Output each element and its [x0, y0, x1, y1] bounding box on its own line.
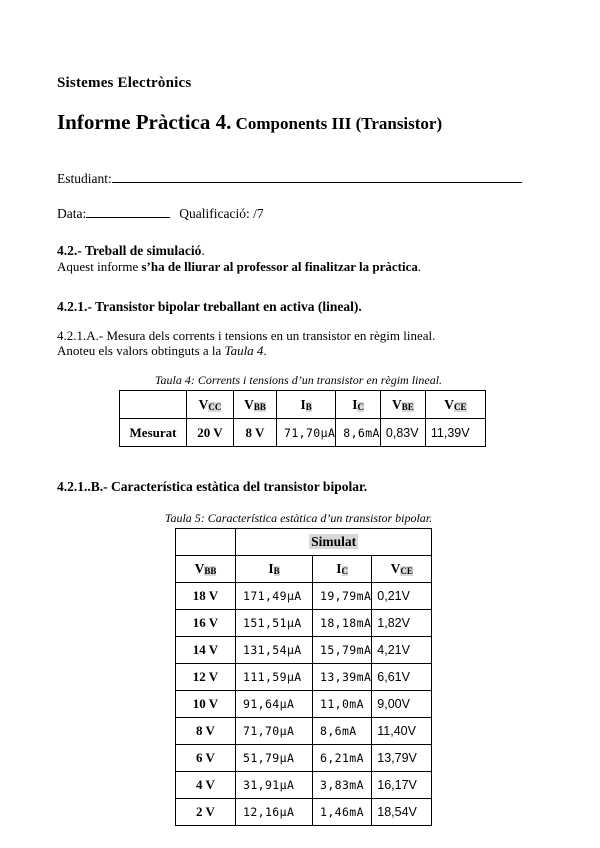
- ic-value: 13,39mA: [311, 663, 373, 691]
- document-title: Informe Pràctica 4. Components III (Tran…: [57, 110, 540, 137]
- ib-value: 51,79µA: [235, 744, 313, 772]
- table4-measurements: VCC VBB IB IC VBE VCE Mesurat 20 V 8 V 7…: [119, 390, 486, 447]
- ic-value: 1,46mA: [311, 798, 373, 826]
- vce-value: 0,21V: [371, 582, 433, 610]
- ic-value: 6,21mA: [311, 744, 373, 772]
- vbe-value: 0,83V: [379, 418, 426, 447]
- vce-value: 1,82V: [371, 609, 433, 637]
- table5-row: 6 V 51,79µA 6,21mA 13,79V: [175, 744, 433, 772]
- vbb-value: 12 V: [175, 663, 236, 691]
- course-heading: Sistemes Electrònics: [57, 75, 192, 91]
- table5-corner-cell: [175, 528, 236, 556]
- vbb-value: 18 V: [175, 582, 236, 610]
- section-4-2-1a-line2: Anoteu els valors obtinguts a la Taula 4…: [57, 343, 267, 358]
- date-blank-field: [86, 204, 171, 218]
- vcc-header: VCC: [186, 390, 234, 419]
- ic-value: 18,18mA: [311, 609, 373, 637]
- ic-value: 8,6mA: [335, 418, 381, 447]
- table5-caption: Taula 5: Característica estàtica d’un tr…: [164, 511, 433, 525]
- vbb-value: 4 V: [175, 771, 236, 799]
- ib-value: 12,16µA: [235, 798, 313, 826]
- table5-row: 12 V 111,59µA 13,39mA 6,61V: [175, 663, 433, 691]
- vcc-value: 20 V: [186, 418, 234, 447]
- vbe-header: VBE: [379, 390, 426, 419]
- ic-header: IC: [311, 555, 373, 583]
- section-4-2-body: Aquest informe s’ha de lliurar al profes…: [57, 259, 422, 274]
- vce-value: 9,00V: [371, 690, 433, 718]
- table4-caption: Taula 4: Corrents i tensions d’un transi…: [154, 373, 443, 387]
- table4-header-row: VCC VBB IB IC VBE VCE: [119, 390, 486, 419]
- ib-value: 91,64µA: [235, 690, 313, 718]
- ib-header: IB: [235, 555, 313, 583]
- table4-data-row: Mesurat 20 V 8 V 71,70µA 8,6mA 0,83V 11,…: [119, 418, 486, 447]
- ib-header: IB: [275, 390, 337, 419]
- vbb-value: 8 V: [175, 717, 236, 745]
- vce-value: 16,17V: [371, 771, 433, 799]
- title-subtitle: Components III (Transistor): [231, 114, 443, 133]
- vce-value: 18,54V: [371, 798, 433, 826]
- ib-value: 71,70µA: [235, 717, 313, 745]
- vbb-value: 8 V: [233, 418, 277, 447]
- vbb-value: 14 V: [175, 636, 236, 664]
- vbb-header: VBB: [233, 390, 277, 419]
- ic-value: 3,83mA: [311, 771, 373, 799]
- ib-value: 131,54µA: [235, 636, 313, 664]
- ic-value: 15,79mA: [311, 636, 373, 664]
- student-blank-field: [111, 169, 522, 183]
- vbb-value: 10 V: [175, 690, 236, 718]
- table5-row: 18 V 171,49µA 19,79mA 0,21V: [175, 582, 433, 610]
- ib-value: 71,70µA: [275, 418, 337, 447]
- ib-value: 111,59µA: [235, 663, 313, 691]
- vce-header: VCE: [424, 390, 486, 419]
- vce-value: 11,39V: [424, 418, 486, 447]
- simulat-header: Simulat: [234, 528, 433, 556]
- vbb-value: 16 V: [175, 609, 236, 637]
- table5-static-characteristic: Simulat VBB IB IC VCE 18 V 171,49µA 19,7…: [175, 528, 433, 826]
- section-4-2-1-heading: 4.2.1.- Transistor bipolar treballant en…: [57, 299, 362, 314]
- student-line: Estudiant:: [57, 169, 540, 187]
- ib-value: 31,91µA: [235, 771, 313, 799]
- date-grade-line: Data: Qualificació: /7: [57, 204, 540, 222]
- student-label: Estudiant:: [57, 171, 112, 186]
- vce-value: 11,40V: [371, 717, 433, 745]
- vce-value: 4,21V: [371, 636, 433, 664]
- table5-simulat-row: Simulat: [175, 528, 433, 556]
- ic-value: 11,0mA: [311, 690, 373, 718]
- section-4-2-1a-line1: 4.2.1.A.- Mesura dels corrents i tension…: [57, 328, 436, 343]
- section-4-2-heading: 4.2.- Treball de simulació.: [57, 243, 205, 258]
- table5-row: 2 V 12,16µA 1,46mA 18,54V: [175, 798, 433, 826]
- date-label: Data:: [57, 206, 87, 221]
- table5-row: 10 V 91,64µA 11,0mA 9,00V: [175, 690, 433, 718]
- ib-value: 171,49µA: [235, 582, 313, 610]
- vbb-value: 6 V: [175, 744, 236, 772]
- table5-row: 8 V 71,70µA 8,6mA 11,40V: [175, 717, 433, 745]
- ic-header: IC: [335, 390, 381, 419]
- title-main: Informe Pràctica 4.: [57, 110, 232, 134]
- vbb-header: VBB: [175, 555, 236, 583]
- ic-value: 19,79mA: [311, 582, 373, 610]
- table5-row: 16 V 151,51µA 18,18mA 1,82V: [175, 609, 433, 637]
- vce-value: 6,61V: [371, 663, 433, 691]
- vce-header: VCE: [371, 555, 433, 583]
- grade-label: Qualificació: /7: [179, 206, 264, 221]
- ib-value: 151,51µA: [235, 609, 313, 637]
- section-4-2-1b-heading: 4.2.1..B.- Característica estàtica del t…: [57, 479, 368, 494]
- ic-value: 8,6mA: [311, 717, 373, 745]
- vce-value: 13,79V: [371, 744, 433, 772]
- table5-row: 14 V 131,54µA 15,79mA 4,21V: [175, 636, 433, 664]
- vbb-value: 2 V: [175, 798, 236, 826]
- table5-row: 4 V 31,91µA 3,83mA 16,17V: [175, 771, 433, 799]
- table4-corner-cell: [119, 390, 187, 419]
- row-label-mesurat: Mesurat: [119, 418, 187, 447]
- table5-header-row: VBB IB IC VCE: [175, 555, 433, 583]
